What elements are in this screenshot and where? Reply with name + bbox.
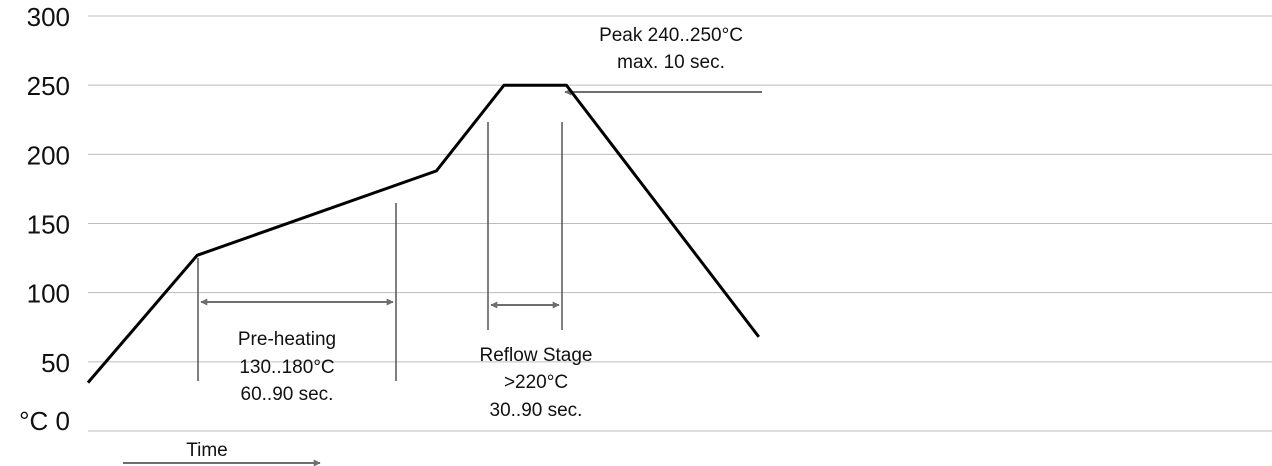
y-axis-tick-labels: °C 0 50 100 150 200 250 300 [19,2,70,436]
y-tick-label-300: 300 [27,2,70,32]
y-tick-label-100: 100 [27,279,70,309]
reflow-label-line2: >220°C [504,372,568,393]
preheat-label-line2: 130..180°C [239,357,334,378]
reflow-label-line3: 30..90 sec. [490,400,583,421]
y-tick-label-0: °C 0 [19,406,70,436]
temperature-profile-line [86,83,760,384]
peak-label-line1: Peak 240..250°C [599,25,743,46]
peak-label-line2: max. 10 sec. [617,52,725,73]
y-tick-label-50: 50 [41,348,70,378]
preheat-label-line3: 60..90 sec. [241,384,334,405]
x-axis-label: Time [186,440,228,461]
preheat-label-line1: Pre-heating [238,329,336,350]
reflow-label-line1: Reflow Stage [479,345,592,366]
y-tick-label-250: 250 [27,71,70,101]
y-tick-label-200: 200 [27,140,70,170]
y-tick-label-150: 150 [27,210,70,240]
